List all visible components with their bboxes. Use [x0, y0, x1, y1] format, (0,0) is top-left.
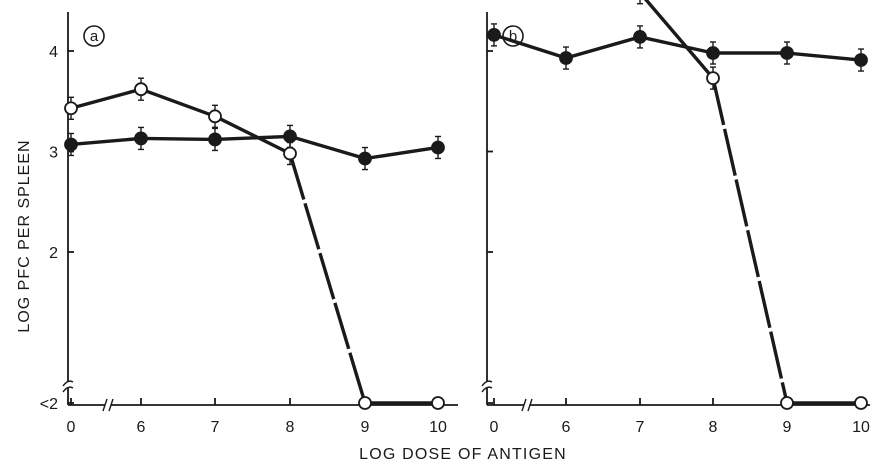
y-axis-label: LOG PFC PER SPLEEN — [16, 139, 33, 332]
y-axis-break-mark — [481, 380, 493, 387]
y-tick-label: 2 — [49, 245, 58, 262]
y-axis-break-mark — [481, 386, 493, 393]
y-tick-label: 3 — [49, 145, 58, 162]
series-filled-line — [493, 33, 567, 60]
filled-circle-point — [559, 51, 573, 65]
open-circle-point — [358, 396, 372, 410]
series-filled-line — [364, 145, 439, 161]
series-filled-line — [140, 136, 216, 142]
series-filled-line — [639, 35, 714, 55]
open-circle-point — [431, 396, 445, 410]
x-tick-label: 9 — [783, 419, 792, 436]
filled-circle-point — [706, 46, 720, 60]
series-open-line — [214, 114, 291, 156]
open-circle-point — [64, 101, 78, 116]
series-filled-line — [565, 35, 641, 60]
y-axis-break-mark — [62, 380, 74, 387]
x-tick-label: 10 — [429, 419, 447, 436]
series-open-line — [140, 87, 216, 118]
filled-circle-point — [134, 131, 148, 146]
open-circle-point — [283, 146, 297, 161]
x-tick-label: 6 — [562, 419, 571, 436]
open-circle-point — [208, 109, 222, 124]
x-axis-break-mark — [108, 398, 114, 412]
series-open-line — [711, 77, 789, 404]
filled-circle-point — [208, 132, 222, 147]
series-open-line — [70, 87, 142, 110]
filled-circle-point — [487, 28, 501, 42]
x-tick-label: 8 — [709, 419, 718, 436]
series-open-line — [643, 0, 715, 80]
panel-a: <223450678910a — [40, 12, 458, 436]
series-filled-line — [786, 51, 862, 62]
series-filled-line — [289, 134, 366, 161]
x-tick-label: 8 — [286, 419, 295, 436]
panel-b: 0 6 7 8 9 10 b — [481, 0, 870, 436]
y-tick-label: 4 — [49, 44, 58, 61]
x-axis-break-mark — [527, 398, 533, 412]
open-circle-point — [854, 396, 868, 410]
x-tick-label: 10 — [852, 419, 870, 436]
filled-circle-point — [854, 53, 868, 67]
x-axis-break-mark — [102, 398, 108, 412]
x-tick-label: 6 — [137, 419, 146, 436]
filled-circle-point — [283, 129, 297, 144]
x-tick-label: 0 — [67, 419, 76, 436]
x-tick-label: 0 — [490, 419, 499, 436]
filled-circle-point — [358, 151, 372, 166]
x-tick-label: 9 — [361, 419, 370, 436]
y-axis-break-mark — [62, 386, 74, 393]
filled-circle-point — [64, 137, 78, 152]
filled-circle-point — [633, 30, 647, 44]
x-axis-label: LOG DOSE OF ANTIGEN — [359, 446, 567, 463]
filled-circle-point — [780, 46, 794, 60]
y-tick-label: <2 — [40, 396, 58, 413]
panel-label-circle — [502, 25, 524, 47]
open-circle-point — [134, 82, 148, 97]
open-circle-point — [780, 396, 794, 410]
panel-label-circle — [83, 25, 105, 47]
series-open-line — [288, 153, 367, 404]
x-tick-label: 7 — [211, 419, 220, 436]
series-filled-line — [214, 134, 291, 142]
filled-circle-point — [431, 140, 445, 155]
panel-label: a — [90, 28, 99, 45]
panel-label: b — [509, 28, 517, 45]
open-circle-point — [706, 71, 720, 86]
x-axis-break-mark — [521, 398, 527, 412]
series-filled-line — [70, 136, 142, 147]
x-tick-label: 7 — [636, 419, 645, 436]
